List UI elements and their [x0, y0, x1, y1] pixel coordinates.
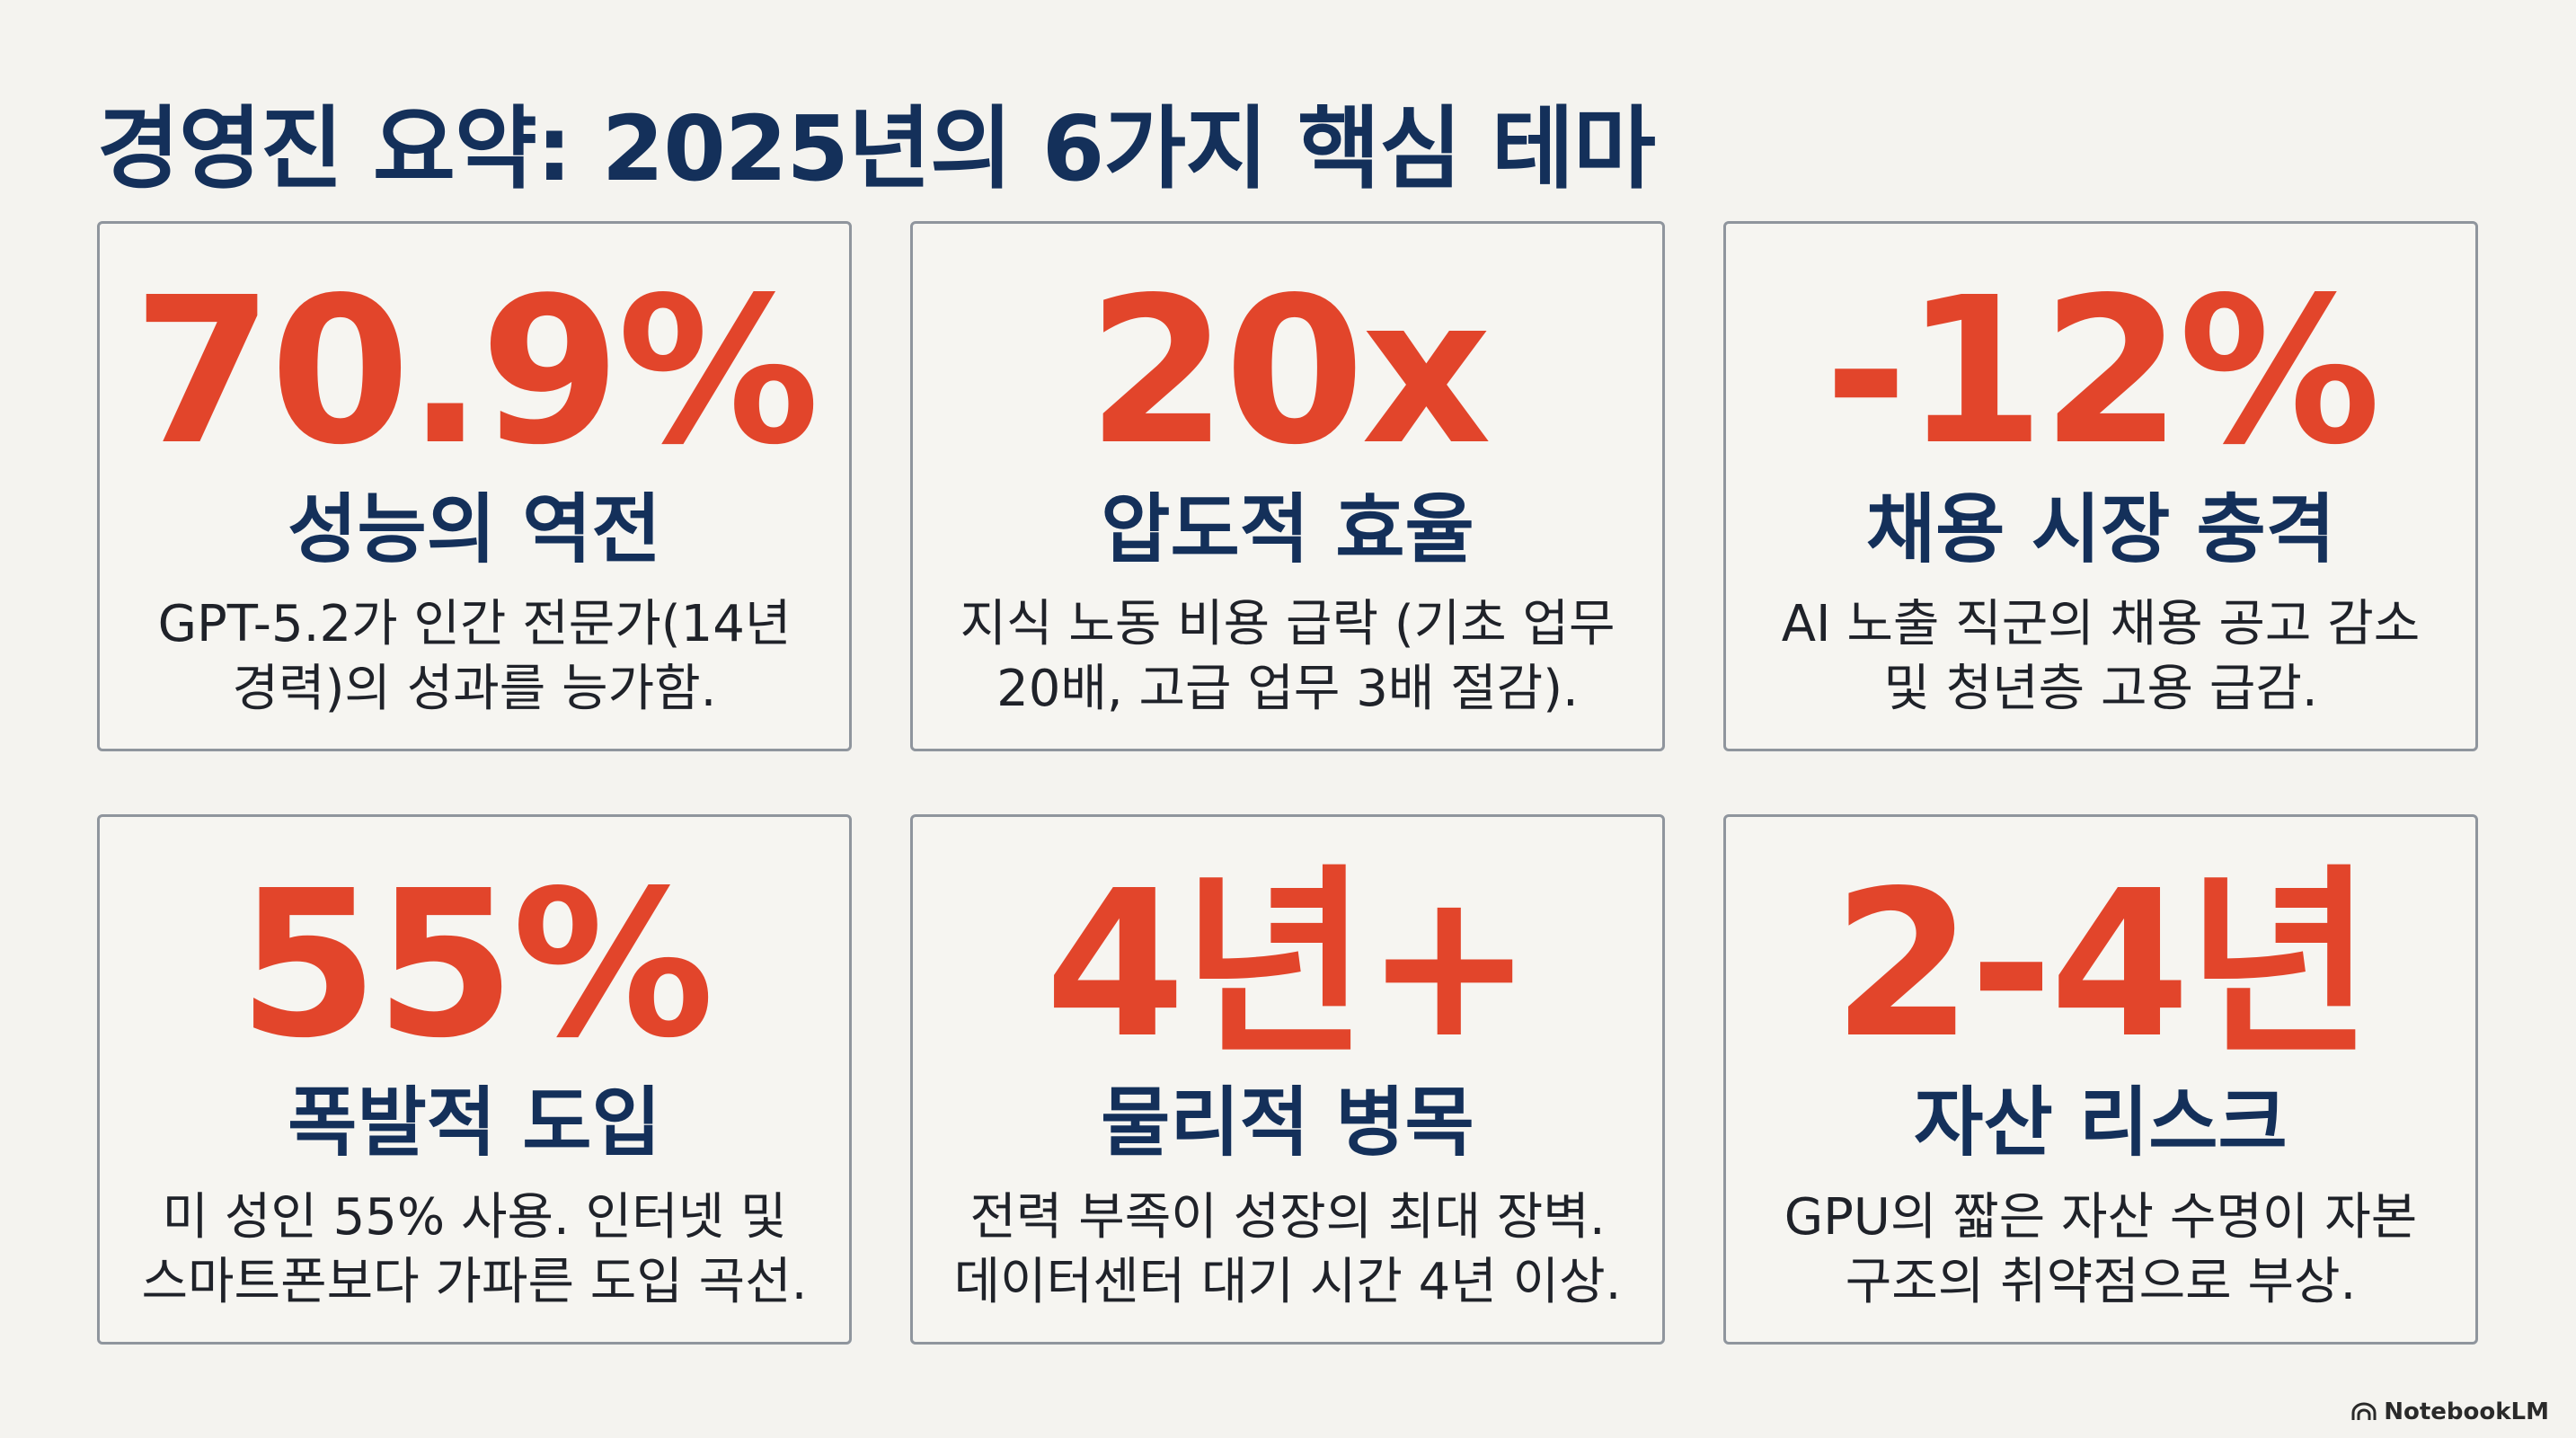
card-description: 전력 부족이 성장의 최대 장벽. 데이터센터 대기 시간 4년 이상.	[931, 1185, 1644, 1315]
card-description: 미 성인 55% 사용. 인터넷 및 스마트폰보다 가파른 도입 곡선.	[118, 1185, 831, 1315]
card-description-line: 전력 부족이 성장의 최대 장벽.	[969, 1188, 1606, 1247]
stat-value: 20x	[1086, 254, 1492, 490]
theme-card-asset-risk: 2-4년 자산 리스크 GPU의 짧은 자산 수명이 자본 구조의 취약점으로 …	[1723, 814, 2478, 1345]
page-title: 경영진 요약: 2025년의 6가지 핵심 테마	[97, 96, 1656, 201]
card-description-line: 데이터센터 대기 시간 4년 이상.	[953, 1253, 1622, 1311]
card-description-line: GPT-5.2가 인간 전문가(14년	[157, 595, 792, 653]
card-description-line: 스마트폰보다 가파른 도입 곡선.	[141, 1253, 808, 1311]
theme-card-performance: 70.9% 성능의 역전 GPT-5.2가 인간 전문가(14년 경력)의 성과…	[97, 221, 852, 751]
card-description-line: 및 청년층 고용 급감.	[1883, 660, 2318, 718]
card-description-line: 구조의 취약점으로 부상.	[1845, 1253, 2357, 1311]
card-description-line: 미 성인 55% 사용. 인터넷 및	[162, 1188, 787, 1247]
notebooklm-logo-icon	[2351, 1402, 2377, 1420]
brand-watermark: NotebookLM	[2351, 1398, 2549, 1425]
brand-label: NotebookLM	[2384, 1398, 2549, 1425]
theme-card-adoption: 55% 폭발적 도입 미 성인 55% 사용. 인터넷 및 스마트폰보다 가파른…	[97, 814, 852, 1345]
theme-card-efficiency: 20x 압도적 효율 지식 노동 비용 급락 (기초 업무 20배, 고급 업무…	[910, 221, 1665, 751]
stat-value: 55%	[237, 848, 715, 1083]
card-description: GPU의 짧은 자산 수명이 자본 구조의 취약점으로 부상.	[1744, 1185, 2457, 1315]
card-description: GPT-5.2가 인간 전문가(14년 경력)의 성과를 능가함.	[118, 592, 831, 722]
card-heading: 자산 리스크	[1914, 1078, 2288, 1167]
card-heading: 폭발적 도입	[288, 1078, 661, 1167]
card-heading: 채용 시장 충격	[1865, 485, 2336, 573]
card-description-line: 20배, 고급 업무 3배 절감).	[996, 660, 1579, 718]
card-description-line: 경력)의 성과를 능가함.	[232, 660, 717, 718]
stat-value: 70.9%	[132, 254, 820, 490]
stat-value: -12%	[1824, 254, 2381, 490]
card-description-line: GPU의 짧은 자산 수명이 자본	[1784, 1188, 2418, 1247]
theme-card-jobs: -12% 채용 시장 충격 AI 노출 직군의 채용 공고 감소 및 청년층 고…	[1723, 221, 2478, 751]
stat-value: 2-4년	[1832, 848, 2373, 1083]
stat-value: 4년+	[1044, 848, 1534, 1083]
card-heading: 압도적 효율	[1101, 485, 1474, 573]
theme-card-bottleneck: 4년+ 물리적 병목 전력 부족이 성장의 최대 장벽. 데이터센터 대기 시간…	[910, 814, 1665, 1345]
card-description: 지식 노동 비용 급락 (기초 업무 20배, 고급 업무 3배 절감).	[931, 592, 1644, 722]
card-description-line: AI 노출 직군의 채용 공고 감소	[1781, 595, 2421, 653]
card-description-line: 지식 노동 비용 급락 (기초 업무	[960, 595, 1616, 653]
card-heading: 물리적 병목	[1101, 1078, 1474, 1167]
card-description: AI 노출 직군의 채용 공고 감소 및 청년층 고용 급감.	[1744, 592, 2457, 722]
card-heading: 성능의 역전	[288, 485, 661, 573]
